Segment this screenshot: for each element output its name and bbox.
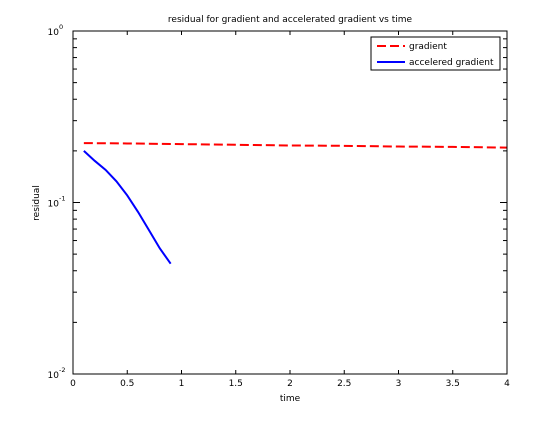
- x-tick-label: 4: [504, 379, 510, 389]
- y-tick-label-exponent: -2: [59, 366, 65, 374]
- plot-area: [83, 142, 508, 265]
- y-tick-label: 10: [48, 371, 60, 381]
- x-tick-label: 0: [70, 379, 76, 389]
- legend-label-1: accelered gradient: [409, 58, 494, 68]
- series-line-1: [83, 150, 172, 265]
- x-axis-label: time: [280, 394, 301, 404]
- x-tick-label: 3.5: [446, 379, 460, 389]
- legend-box: [370, 36, 501, 71]
- x-tick-label: 3: [396, 379, 402, 389]
- axis-ticks: [72, 30, 508, 375]
- y-axis-label: residual: [32, 185, 42, 221]
- legend: gradient accelered gradient: [370, 36, 501, 71]
- y-tick-label: 10: [48, 28, 60, 38]
- x-tick-label: 1: [179, 379, 185, 389]
- y-tick-label-exponent: 0: [59, 23, 63, 31]
- x-tick-label: 1.5: [229, 379, 243, 389]
- y-tick-label-exponent: -1: [59, 195, 65, 203]
- chart-title: residual for gradient and accelerated gr…: [168, 15, 413, 25]
- x-tick-label: 2: [287, 379, 293, 389]
- y-tick-label: 10: [48, 200, 60, 210]
- legend-label-0: gradient: [409, 42, 447, 52]
- x-tick-label: 0.5: [120, 379, 134, 389]
- x-tick-label: 2.5: [337, 379, 351, 389]
